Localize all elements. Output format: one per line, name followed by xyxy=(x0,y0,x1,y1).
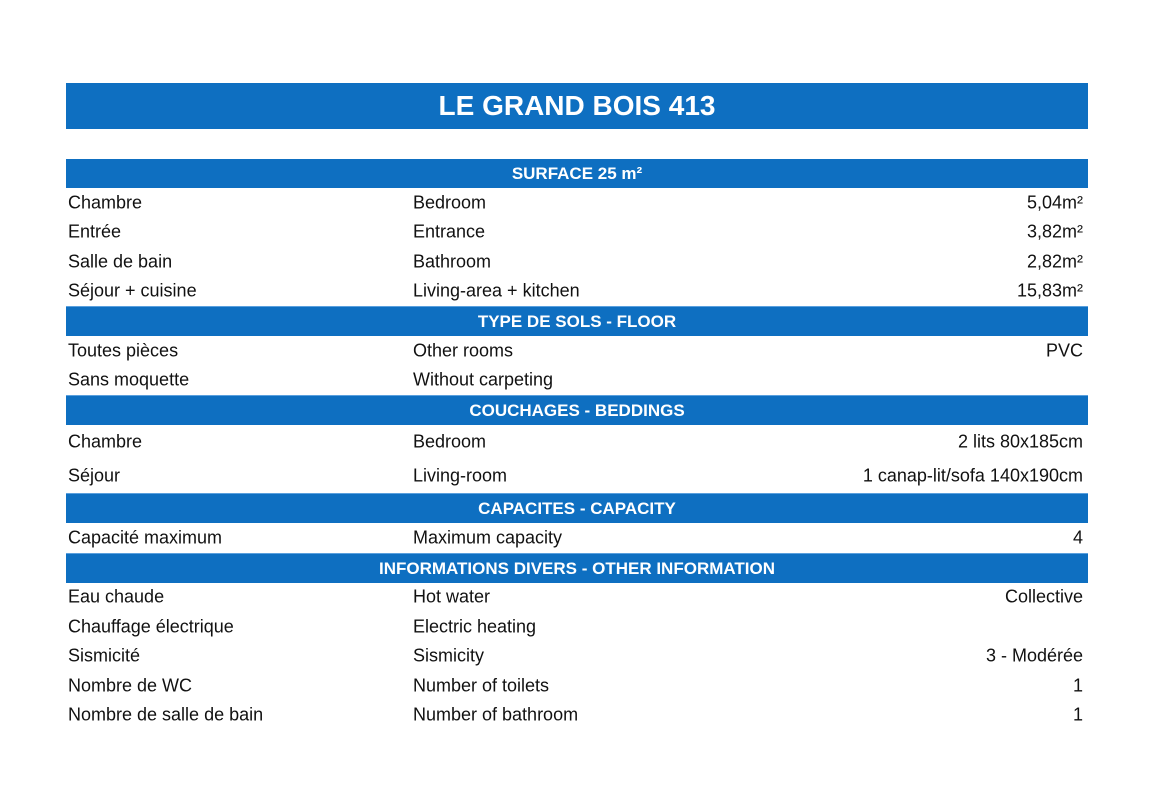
table-row: Salle de bain Bathroom 2,82m² xyxy=(66,247,1088,277)
table-row: Chambre Bedroom 5,04m² xyxy=(66,188,1088,218)
label-en: Number of toilets xyxy=(413,675,550,696)
table-row: Nombre de WC Number of toilets 1 xyxy=(66,671,1088,701)
label-en: Entrance xyxy=(413,221,486,242)
label-fr: Chambre xyxy=(68,431,143,452)
label-fr: Nombre de WC xyxy=(68,675,193,696)
label-fr: Entrée xyxy=(68,221,122,242)
section-header: TYPE DE SOLS - FLOOR xyxy=(66,306,1088,336)
label-en: Bathroom xyxy=(413,251,492,272)
value: 5,04m² xyxy=(1026,192,1083,213)
label-en: Bedroom xyxy=(413,192,487,213)
table-row: Capacité maximum Maximum capacity 4 xyxy=(66,523,1088,553)
value: Collective xyxy=(1004,586,1083,607)
label-en: Hot water xyxy=(413,586,491,607)
value: 1 canap-lit/sofa 140x190cm xyxy=(862,465,1083,486)
table-row: Séjour + cuisine Living-area + kitchen 15,… xyxy=(66,277,1088,307)
label-fr: Séjour xyxy=(68,465,121,486)
label-fr: Sismicité xyxy=(68,645,141,666)
table-row: Nombre de salle de bain Number of bathroo… xyxy=(66,701,1088,731)
value: 2,82m² xyxy=(1026,251,1083,272)
section-header: INFORMATIONS DIVERS - OTHER INFORMATION xyxy=(66,552,1088,583)
section-header: CAPACITES - CAPACITY xyxy=(66,493,1088,523)
label-en: Living-room xyxy=(413,465,508,486)
table-row: Chambre Bedroom 2 lits 80x185cm xyxy=(66,425,1088,459)
label-en: Number of bathroom xyxy=(413,704,579,725)
table-row: Entrée Entrance 3,82m² xyxy=(66,218,1088,248)
label-en: Maximum capacity xyxy=(413,527,563,548)
value: 3,82m² xyxy=(1026,221,1083,242)
table-row: Sismicité Sismicity 3 - Modérée xyxy=(66,642,1088,672)
label-fr: Chambre xyxy=(68,192,143,213)
label-en: Electric heating xyxy=(413,616,537,637)
value: 3 - Modérée xyxy=(985,645,1083,666)
label-en: Other rooms xyxy=(413,340,514,361)
label-fr: Capacité maximum xyxy=(68,527,223,548)
value: 1 xyxy=(1072,675,1083,696)
section-header: SURFACE 25 m² xyxy=(66,159,1088,188)
label-en: Bedroom xyxy=(413,431,487,452)
table-row: Eau chaude Hot water Collective xyxy=(66,583,1088,613)
table-row: Séjour Living-room 1 canap-lit/sofa 140x19… xyxy=(66,459,1088,493)
label-fr: Toutes pièces xyxy=(68,340,179,361)
info-table: SURFACE 25 m² Chambre Bedroom 5,04m² Entrée E… xyxy=(66,159,1088,730)
value: 15,83m² xyxy=(1016,280,1083,301)
label-en: Living-area + kitchen xyxy=(413,280,580,301)
label-fr: Séjour + cuisine xyxy=(68,280,197,301)
value: 1 xyxy=(1072,704,1083,725)
table-row: Chauffage électrique Electric heating xyxy=(66,612,1088,642)
label-en: Sismicity xyxy=(413,645,484,666)
label-fr: Salle de bain xyxy=(68,251,173,272)
table-row: Sans moquette Without carpeting xyxy=(66,366,1088,396)
section-header: COUCHAGES - BEDDINGS xyxy=(66,395,1088,425)
label-en: Without carpeting xyxy=(413,369,554,390)
value: 4 xyxy=(1072,527,1083,548)
value: PVC xyxy=(1045,340,1083,361)
page-title: LE GRAND BOIS 413 xyxy=(66,83,1088,129)
table-row: Toutes pièces Other rooms PVC xyxy=(66,336,1088,366)
label-fr: Chauffage électrique xyxy=(68,616,234,637)
label-fr: Sans moquette xyxy=(68,369,190,390)
value: 2 lits 80x185cm xyxy=(957,431,1083,452)
label-fr: Nombre de salle de bain xyxy=(68,704,264,725)
label-fr: Eau chaude xyxy=(68,586,165,607)
